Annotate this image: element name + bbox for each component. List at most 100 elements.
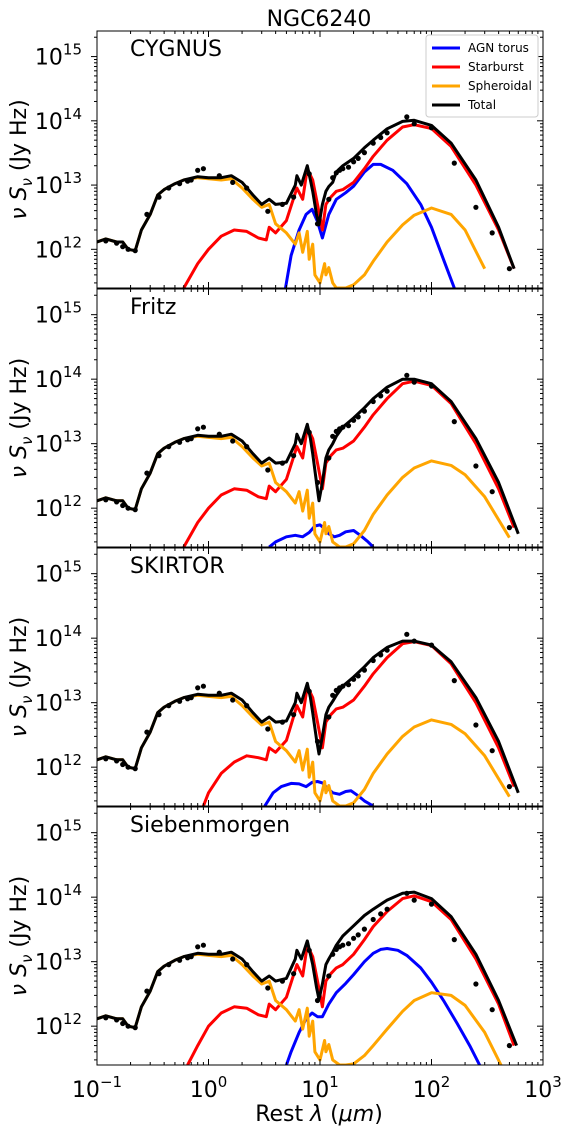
observed-point bbox=[144, 470, 150, 476]
observed-point bbox=[489, 748, 495, 754]
observed-point bbox=[404, 372, 410, 378]
observed-point bbox=[361, 408, 367, 414]
observed-point bbox=[279, 201, 285, 207]
observed-point bbox=[291, 453, 297, 459]
observed-point bbox=[244, 962, 250, 968]
y-tick-label: 1014 bbox=[35, 622, 82, 652]
y-tick-label: 1015 bbox=[35, 817, 82, 847]
y-axis-label: ν Sν (Jy Hz) bbox=[7, 99, 36, 219]
x-tick-label: 101 bbox=[301, 1073, 339, 1103]
panel-fritz: 1012 1013 1014 1015 Fritz bbox=[35, 288, 544, 548]
y-axis-label: ν Sν (Jy Hz) bbox=[7, 617, 36, 737]
observed-point bbox=[144, 211, 150, 217]
observed-point bbox=[351, 935, 357, 941]
observed-point bbox=[177, 957, 183, 963]
y-tick-label: 1013 bbox=[35, 169, 82, 199]
y-tick-label: 1013 bbox=[35, 946, 82, 976]
panel-label: Siebenmorgen bbox=[130, 813, 290, 838]
observed-point bbox=[188, 177, 194, 183]
observed-point bbox=[340, 424, 346, 430]
observed-point bbox=[330, 175, 336, 181]
observed-point bbox=[230, 697, 236, 703]
observed-point bbox=[473, 463, 479, 469]
observed-point bbox=[330, 433, 336, 439]
observed-point bbox=[244, 703, 250, 709]
observed-point bbox=[244, 185, 250, 191]
observed-point bbox=[326, 714, 332, 720]
observed-point bbox=[166, 962, 172, 968]
observed-point bbox=[489, 1007, 495, 1013]
panel-label: CYGNUS bbox=[130, 37, 222, 62]
observed-point bbox=[120, 761, 126, 768]
observed-point bbox=[506, 525, 512, 531]
observed-point bbox=[103, 756, 109, 762]
observed-point bbox=[451, 678, 457, 684]
y-tick-label: 1012 bbox=[35, 751, 82, 781]
figure-title: NGC6240 bbox=[267, 7, 372, 32]
panels: 1012 1013 1014 1015 CYGNUS AGN torus Starburst… bbox=[35, 30, 562, 1103]
observed-point bbox=[428, 901, 435, 907]
observed-point bbox=[265, 726, 271, 732]
observed-point bbox=[428, 383, 435, 389]
legend-entry: Spheroidal bbox=[468, 79, 532, 93]
observed-point bbox=[200, 424, 206, 430]
observed-point bbox=[291, 712, 297, 718]
observed-point bbox=[144, 729, 150, 735]
observed-point bbox=[114, 758, 120, 764]
observed-point bbox=[404, 114, 410, 120]
legend-entry: Starburst bbox=[468, 60, 524, 74]
plot-area bbox=[97, 890, 518, 1065]
y-tick-label: 1014 bbox=[35, 363, 82, 393]
legend-entry: AGN torus bbox=[468, 41, 529, 55]
observed-point bbox=[355, 932, 361, 938]
observed-point bbox=[132, 248, 138, 254]
y-tick-label: 1014 bbox=[35, 881, 82, 911]
observed-point bbox=[506, 784, 512, 790]
observed-point bbox=[384, 130, 390, 136]
y-tick-label: 1015 bbox=[35, 558, 82, 588]
legend-box bbox=[425, 34, 539, 118]
observed-point bbox=[489, 489, 495, 495]
observed-point bbox=[345, 682, 352, 688]
observed-point bbox=[195, 944, 201, 950]
x-tick-label: 10−1 bbox=[72, 1073, 122, 1103]
observed-point bbox=[195, 426, 201, 432]
y-tick-label: 1015 bbox=[35, 41, 82, 71]
observed-point bbox=[361, 667, 367, 673]
observed-point bbox=[351, 159, 357, 165]
observed-point bbox=[114, 240, 120, 246]
observed-point bbox=[120, 502, 126, 509]
observed-point bbox=[506, 266, 512, 272]
observed-point bbox=[345, 423, 352, 429]
x-tick-label: 102 bbox=[413, 1073, 451, 1103]
observed-point bbox=[120, 244, 126, 250]
observed-point bbox=[306, 171, 312, 177]
observed-point bbox=[473, 204, 479, 210]
observed-point bbox=[188, 436, 194, 442]
plot-area bbox=[97, 631, 520, 806]
observed-point bbox=[200, 683, 206, 689]
y-tick-label: 1012 bbox=[35, 1010, 82, 1040]
observed-point bbox=[200, 166, 206, 172]
legend: AGN torus Starburst Spheroidal Total bbox=[425, 34, 539, 118]
observed-point bbox=[370, 398, 376, 405]
observed-point bbox=[103, 1015, 109, 1021]
observed-point bbox=[291, 194, 297, 200]
series-line-total bbox=[97, 890, 518, 1047]
plot-area bbox=[97, 114, 516, 288]
observed-point bbox=[177, 439, 183, 445]
series-line-total bbox=[97, 377, 520, 535]
observed-point bbox=[384, 906, 390, 912]
observed-point bbox=[340, 942, 346, 948]
observed-point bbox=[114, 1017, 120, 1023]
observed-point bbox=[361, 150, 367, 156]
observed-point bbox=[451, 160, 457, 166]
panel-label: SKIRTOR bbox=[130, 554, 225, 579]
observed-point bbox=[166, 703, 172, 709]
observed-point bbox=[326, 455, 332, 461]
observed-point bbox=[114, 499, 120, 505]
observed-point bbox=[314, 479, 321, 486]
observed-point bbox=[370, 140, 376, 146]
y-tick-label: 1015 bbox=[35, 299, 82, 329]
series-line-total bbox=[97, 639, 520, 794]
